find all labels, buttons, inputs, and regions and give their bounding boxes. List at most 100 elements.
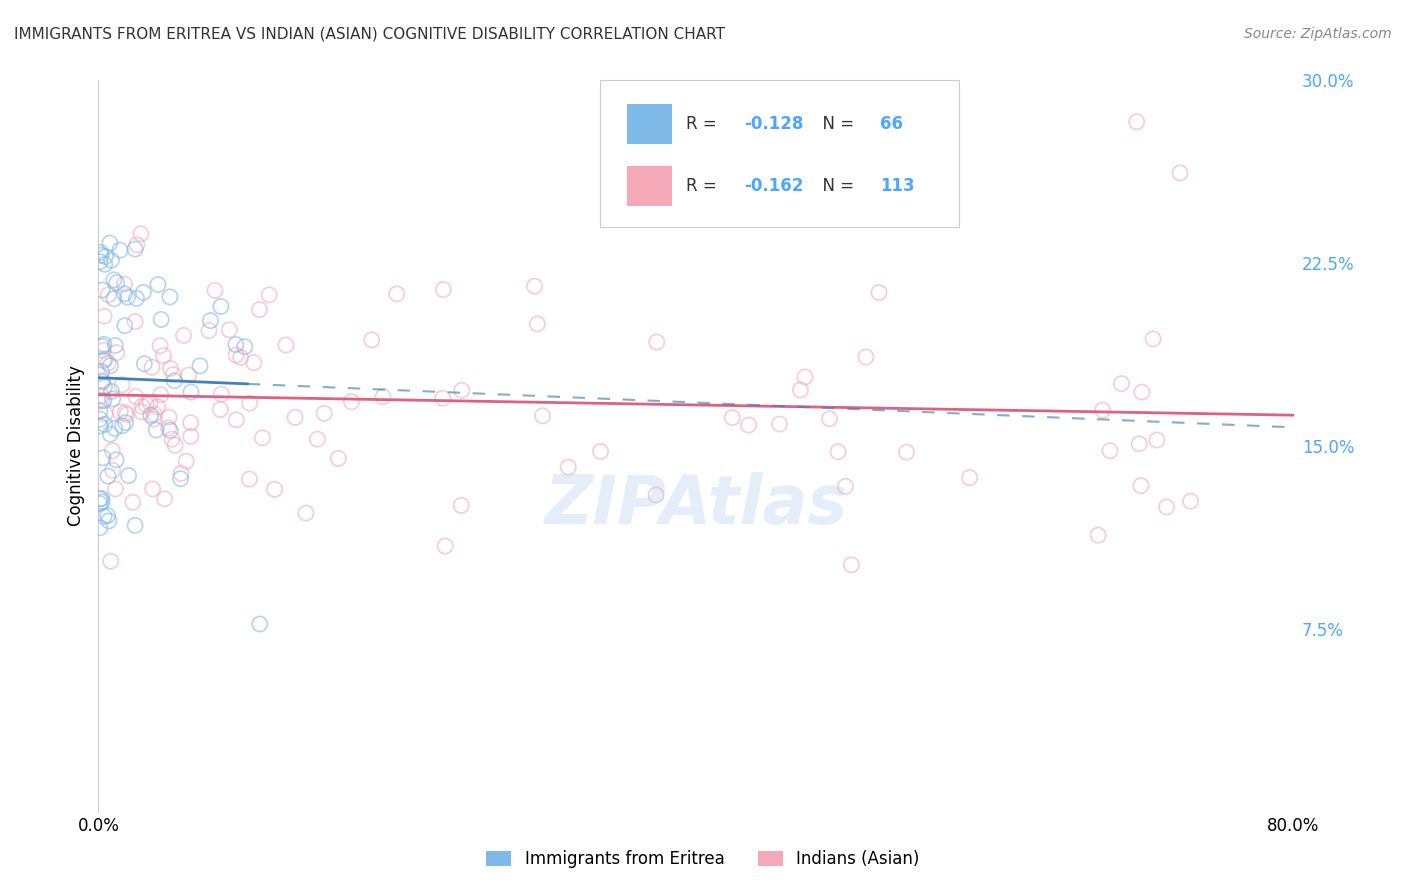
Point (98, 236, 121, 251)
Point (257, 288, 280, 302)
Point (111, 418, 134, 433)
Point (132, 285, 155, 300)
Point (163, 374, 186, 388)
Point (94, 250, 117, 264)
Point (307, 432, 329, 446)
Text: R =: R = (686, 115, 723, 133)
Point (721, 410, 744, 425)
Point (1111, 376, 1133, 391)
Point (103, 273, 125, 287)
Point (557, 460, 579, 475)
Point (432, 283, 454, 297)
Point (249, 302, 271, 317)
Point (450, 499, 472, 513)
Point (117, 468, 139, 483)
Point (1087, 528, 1109, 542)
Point (143, 407, 166, 421)
Point (340, 394, 363, 409)
Point (105, 276, 128, 290)
Point (129, 227, 152, 241)
Point (834, 479, 856, 493)
Point (124, 242, 146, 256)
Point (198, 324, 221, 338)
Point (101, 392, 124, 406)
Point (91, 339, 114, 353)
Point (328, 451, 350, 466)
Point (793, 370, 815, 384)
Point (523, 279, 546, 293)
Point (252, 431, 274, 445)
Point (93, 257, 115, 271)
Text: N =: N = (811, 115, 859, 133)
Point (97, 288, 120, 302)
FancyBboxPatch shape (627, 104, 672, 145)
Point (174, 454, 197, 468)
Point (131, 400, 153, 414)
Point (157, 410, 180, 425)
Point (284, 410, 307, 425)
Point (371, 390, 394, 404)
Point (204, 284, 226, 298)
Point (153, 491, 176, 506)
Point (169, 472, 191, 486)
Point (1128, 437, 1150, 451)
Point (789, 383, 811, 397)
Point (526, 317, 548, 331)
Point (93, 393, 115, 408)
Point (1168, 166, 1191, 180)
Point (868, 285, 890, 300)
Point (115, 408, 138, 422)
Point (159, 423, 181, 437)
Point (100, 384, 122, 399)
Point (149, 388, 172, 402)
Point (89, 521, 111, 535)
Text: IMMIGRANTS FROM ERITREA VS INDIAN (ASIAN) COGNITIVE DISABILITY CORRELATION CHART: IMMIGRANTS FROM ERITREA VS INDIAN (ASIAN… (14, 27, 725, 42)
Point (114, 318, 136, 333)
Point (90, 491, 112, 506)
Point (146, 277, 169, 292)
Point (146, 400, 169, 414)
Point (141, 360, 163, 375)
Point (93, 337, 115, 351)
Point (94, 407, 117, 421)
Point (645, 488, 668, 502)
Point (818, 411, 841, 425)
Point (91, 283, 114, 297)
Point (110, 405, 132, 419)
Point (157, 421, 180, 435)
Point (225, 337, 247, 351)
Point (263, 483, 285, 497)
Point (108, 243, 131, 257)
Point (1125, 114, 1147, 128)
Point (1142, 332, 1164, 346)
Point (218, 323, 240, 337)
Point (434, 539, 457, 553)
Point (450, 384, 472, 398)
Text: Source: ZipAtlas.com: Source: ZipAtlas.com (1244, 27, 1392, 41)
Text: -0.128: -0.128 (744, 115, 803, 133)
Point (188, 359, 211, 373)
Point (89, 254, 111, 268)
Point (180, 416, 202, 430)
Point (134, 357, 156, 371)
Point (432, 391, 454, 405)
Text: ZIPAtlas: ZIPAtlas (544, 472, 848, 538)
Point (89, 491, 111, 506)
Point (165, 438, 187, 452)
Point (125, 389, 148, 403)
Text: N =: N = (811, 178, 859, 195)
FancyBboxPatch shape (600, 80, 959, 227)
Point (93, 353, 115, 368)
Point (91, 374, 114, 388)
Point (93, 380, 115, 394)
Text: -0.162: -0.162 (744, 178, 803, 195)
Point (101, 443, 124, 458)
Point (104, 482, 127, 496)
Point (149, 339, 172, 353)
Point (90, 364, 112, 378)
Point (159, 361, 181, 376)
Point (103, 292, 125, 306)
Point (114, 286, 136, 301)
Point (114, 406, 136, 420)
Point (91, 375, 114, 389)
